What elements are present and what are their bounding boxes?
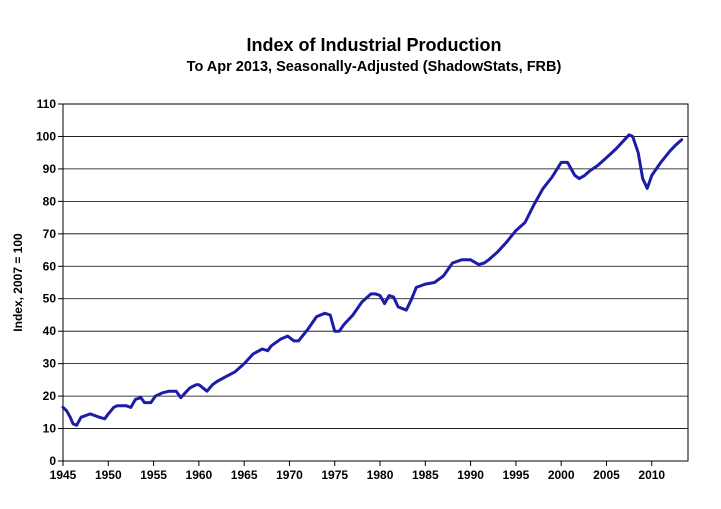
x-tick-label: 2010 [638, 468, 665, 482]
y-axis: 0 10 20 30 40 50 60 70 80 90 100 110 [36, 97, 63, 468]
y-tick-label: 10 [43, 422, 57, 436]
x-tick-label: 1985 [412, 468, 439, 482]
x-axis: 1945 1950 1955 1960 1965 1970 1975 1980 1985 1990… [50, 461, 665, 482]
y-tick-label: 110 [37, 97, 57, 111]
y-tick-label: 0 [49, 454, 56, 468]
y-tick-label: 80 [43, 194, 57, 208]
x-tick-label: 1990 [457, 468, 484, 482]
plot-area [62, 103, 689, 462]
series-line-0 [61, 133, 684, 427]
y-tick-label: 90 [43, 162, 57, 176]
x-tick-label: 2000 [548, 468, 575, 482]
x-tick-label: 1965 [231, 468, 258, 482]
y-tick-label: 100 [36, 129, 56, 143]
x-tick-label: 1960 [186, 468, 213, 482]
chart-title: Index of Industrial Production [246, 35, 502, 55]
x-tick-label: 1980 [367, 468, 394, 482]
x-tick-label: 1950 [95, 468, 122, 482]
chart-subtitle: To Apr 2013, Seasonally-Adjusted (Shadow… [186, 59, 562, 75]
y-tick-label: 60 [43, 259, 57, 273]
y-tick-label: 30 [43, 357, 57, 371]
series-layer [61, 133, 684, 427]
y-tick-label: 70 [43, 227, 57, 241]
x-tick-label: 1945 [50, 468, 77, 482]
y-tick-label: 40 [43, 324, 57, 338]
x-tick-label: 1970 [276, 468, 303, 482]
y-axis-label: Index, 2007 = 100 [11, 233, 25, 332]
x-tick-label: 1995 [503, 468, 530, 482]
y-tick-label: 20 [43, 389, 57, 403]
y-tick-label: 50 [43, 292, 57, 306]
grid-lines [63, 136, 688, 429]
x-tick-label: 1975 [321, 468, 348, 482]
x-tick-label: 2005 [593, 468, 620, 482]
x-tick-label: 1955 [140, 468, 167, 482]
